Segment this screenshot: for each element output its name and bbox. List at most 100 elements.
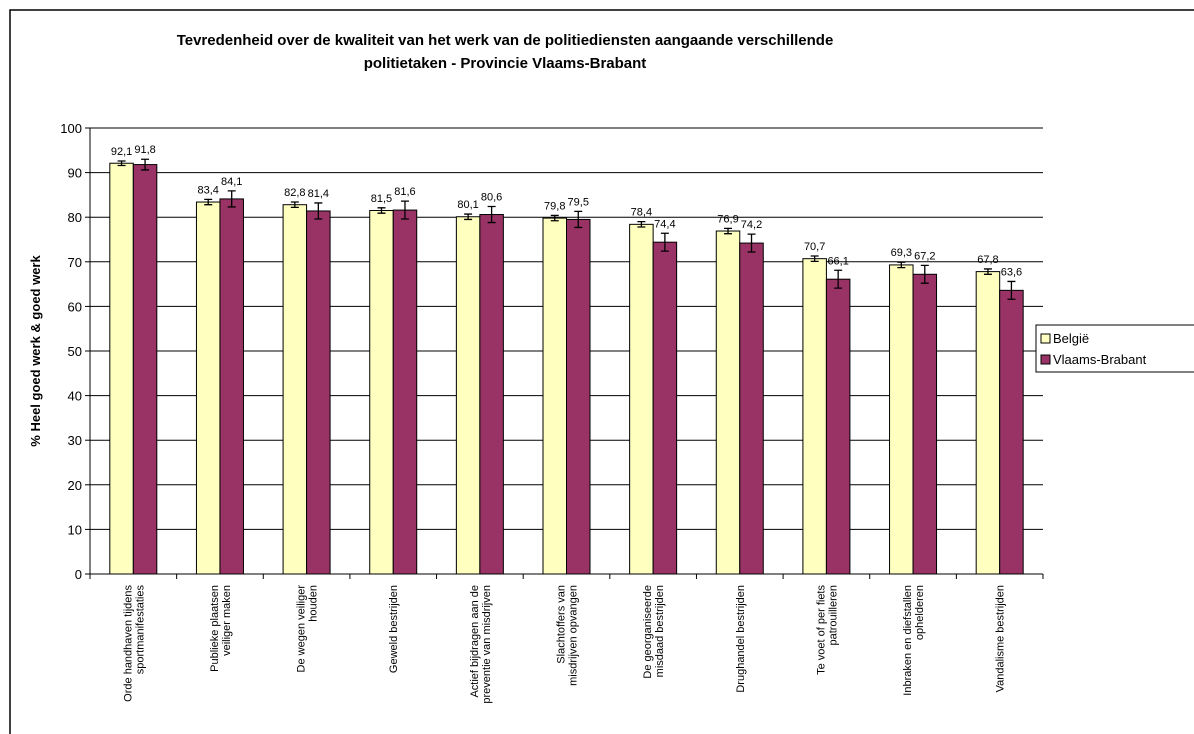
data-label: 80,1 (457, 199, 478, 211)
error-bar (290, 201, 299, 209)
bar (455, 216, 481, 575)
x-tick-label: patrouilleren (827, 585, 839, 646)
error-bar (314, 202, 323, 220)
x-tick-label: Orde handhaven tijdens (122, 585, 134, 702)
bar (306, 210, 331, 575)
error-bar (637, 221, 646, 228)
data-label: 74,4 (654, 218, 675, 230)
data-label: 76,9 (717, 213, 738, 225)
bar (219, 198, 244, 575)
x-tick-label: Slachtoffers van (556, 585, 568, 664)
error-bar (810, 255, 819, 263)
data-label: 82,8 (284, 187, 305, 199)
error-bar (141, 158, 150, 171)
data-label: 81,4 (308, 188, 329, 200)
legend-label: België (1053, 331, 1089, 346)
y-axis-label: % Heel goed werk & goed werk (28, 255, 43, 447)
error-bar (550, 214, 559, 222)
data-label: 83,4 (197, 184, 218, 196)
x-tick-label: preventie van misdrijven (481, 585, 493, 704)
error-bar (400, 200, 409, 220)
x-tick-label: Vandalisme bestrijden (995, 585, 1007, 692)
x-tick-label: De georganiseerde (642, 585, 654, 679)
bar (132, 164, 158, 575)
chart-title: politietaken - Provincie Vlaams-Brabant (364, 55, 647, 72)
bar (825, 278, 851, 575)
x-tick-label: veiliger maken (221, 585, 233, 656)
bar (282, 204, 308, 575)
x-tick-label: Geweld bestrijden (388, 585, 400, 673)
error-bar (1007, 280, 1016, 300)
data-label: 79,8 (544, 200, 565, 212)
error-bar (464, 213, 473, 221)
y-tick-label: 80 (68, 210, 82, 225)
data-label: 70,7 (804, 241, 825, 253)
error-bar (834, 269, 843, 289)
error-bar (574, 210, 583, 229)
x-tick-label: De wegen veiliger (296, 585, 308, 673)
error-bar (897, 261, 906, 269)
y-tick-label: 40 (68, 389, 82, 404)
x-tick-label: misdaad bestrijden (654, 585, 666, 677)
error-bar (377, 207, 386, 214)
y-tick-label: 70 (68, 255, 82, 270)
error-bar (747, 233, 756, 253)
chart-title: Tevredenheid over de kwaliteit van het w… (177, 32, 834, 49)
legend-swatch (1040, 354, 1051, 365)
data-label: 92,1 (111, 146, 132, 158)
x-tick-label: Te voet of per fiets (815, 585, 827, 675)
x-tick-label: Inbraken en diefstallen (902, 585, 914, 696)
bar (975, 271, 1001, 575)
bar (715, 230, 741, 575)
bar (802, 258, 827, 575)
error-bar (983, 268, 992, 275)
error-bar (660, 232, 669, 252)
y-tick-label: 0 (75, 567, 82, 582)
data-label: 78,4 (631, 207, 652, 219)
data-label: 66,1 (827, 255, 848, 267)
bar (912, 273, 938, 575)
bar (195, 201, 221, 575)
legend-swatch (1040, 333, 1051, 344)
x-tick-label: sportmanifestaties (134, 585, 146, 675)
y-tick-label: 100 (60, 121, 82, 136)
y-tick-label: 20 (68, 478, 82, 493)
y-tick-label: 60 (68, 299, 82, 314)
bar (479, 214, 504, 575)
x-tick-label: Actief bijdragen aan de (469, 585, 481, 698)
bar (392, 209, 418, 575)
bar (889, 264, 914, 575)
data-label: 81,5 (371, 193, 392, 205)
data-label: 81,6 (394, 186, 415, 198)
x-tick-label: Drughandel bestrijden (735, 585, 747, 693)
y-tick-label: 10 (68, 522, 82, 537)
x-tick-label: Publieke plaatsen (209, 585, 221, 672)
bar (652, 241, 678, 575)
error-bar (724, 227, 733, 235)
bar (999, 289, 1024, 575)
legend-label: Vlaams-Brabant (1053, 352, 1147, 367)
bar (109, 162, 134, 575)
data-label: 79,5 (568, 196, 589, 208)
bar (629, 223, 654, 575)
data-label: 74,2 (741, 219, 762, 231)
error-bar (227, 190, 236, 208)
error-bar (117, 160, 126, 167)
y-tick-label: 50 (68, 344, 82, 359)
legend-box (1035, 324, 1194, 373)
bar (739, 242, 764, 575)
error-bar (487, 205, 496, 224)
data-label: 69,3 (891, 247, 912, 259)
error-bar (920, 264, 929, 284)
data-label: 67,2 (914, 250, 935, 262)
data-label: 80,6 (481, 191, 502, 203)
x-tick-label: houden (308, 585, 320, 622)
x-tick-label: misdrijven opvangen (568, 585, 580, 686)
data-label: 91,8 (134, 144, 155, 156)
error-bar (204, 198, 213, 206)
bar (542, 217, 567, 575)
y-tick-label: 90 (68, 166, 82, 181)
data-label: 84,1 (221, 176, 242, 188)
data-label: 63,6 (1001, 266, 1022, 278)
